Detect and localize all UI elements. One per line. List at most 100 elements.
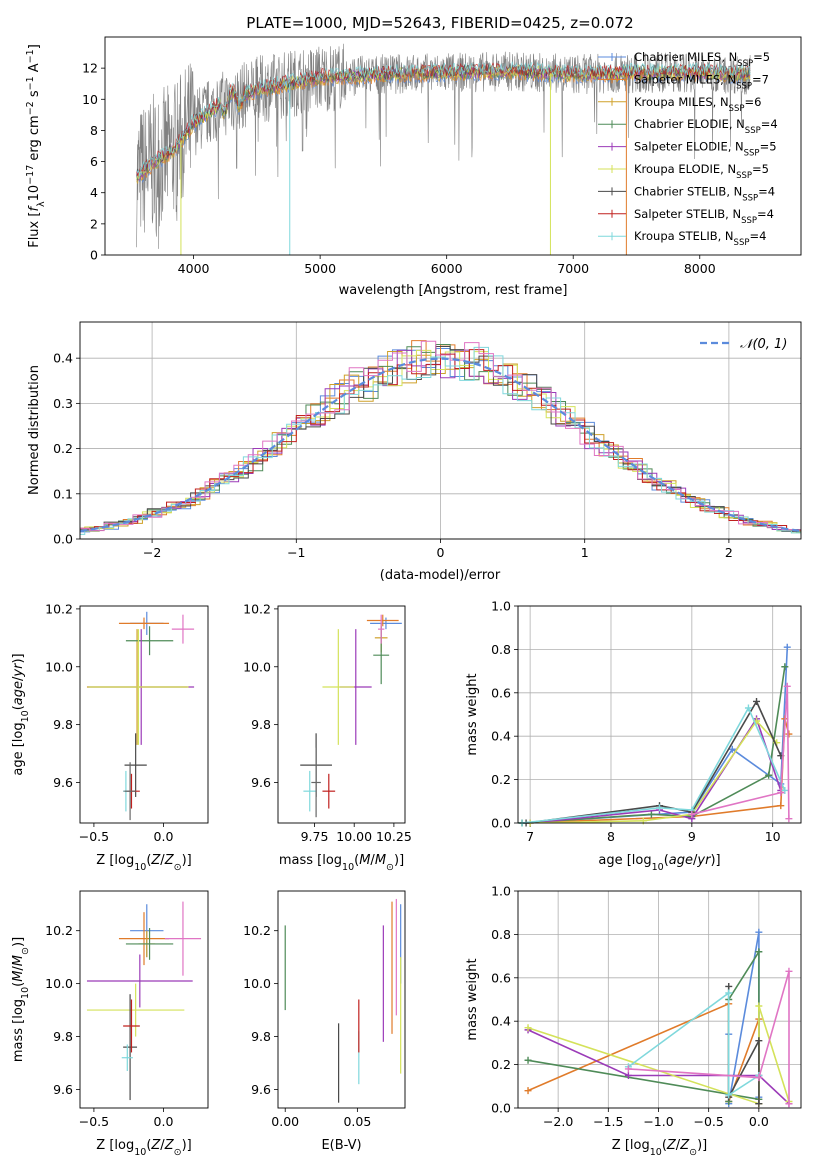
legend-label: Salpeter ELODIE, NSSP=5 [634, 140, 777, 159]
ylabel-part: A [27, 63, 42, 76]
residuals-ylabel: Normed distribution [27, 365, 42, 495]
mass-weight-marker [656, 804, 663, 812]
y-tick-label: 0.8 [491, 927, 511, 942]
mass-weight-marker [753, 697, 761, 705]
x-tick-label: −1 [287, 545, 305, 560]
mass-weight-line [527, 1029, 790, 1105]
x-tick-label: −0.5 [79, 1114, 109, 1129]
mass-weight-marker [744, 704, 752, 712]
y-tick-label: 0.6 [491, 685, 511, 700]
mass_vs_Z-ylabel: mass [log10(M/M⊙)] [11, 937, 31, 1062]
y-tick-label: 0.0 [491, 1101, 511, 1116]
y-tick-label: 9.8 [251, 717, 271, 732]
ylabel-part: λ [36, 201, 47, 207]
massweight_vs_Z-xlabel-part: ( [662, 1138, 667, 1153]
spectrum-ylabel: Flux [fλ10−17 erg cm−2 s−1 A−1] [25, 44, 47, 248]
age_vs_Z-ylabel-part: age [log [11, 722, 26, 775]
legend-label: Kroupa ELODIE, NSSP=5 [634, 162, 769, 181]
y-tick-label: 9.6 [53, 775, 73, 790]
mass-weight-line [691, 686, 790, 819]
y-tick-label: 4 [90, 185, 98, 200]
ylabel-part: −1 [25, 76, 36, 90]
axes-age_vs_mass: 9.75 10.00 10.25 9.6 9.8 10.0 10.2 mass [log10(… [243, 601, 412, 872]
legend-label-main: Salpeter ELODIE, N [634, 140, 744, 154]
y-tick-label: 10.0 [243, 976, 271, 991]
x-tick-label: 9.75 [301, 829, 329, 844]
age_vs_Z-xlabel-part: ( [146, 853, 151, 868]
mass-weight-marker [755, 928, 763, 936]
residuals-xlabel: (data-model)/error [380, 568, 501, 583]
mass_vs_Z-ylabel-part: )] [11, 937, 26, 947]
mass-weight-line [628, 971, 790, 1104]
legend-label-sub: SSP [736, 81, 752, 91]
y-tick-label: 0.4 [491, 729, 511, 744]
legend-label-main: Chabrier ELODIE, N [634, 117, 745, 131]
mass-weight-marker [765, 771, 773, 779]
mass-weight-marker [785, 730, 793, 738]
x-tick-label: 5000 [304, 261, 336, 276]
legend-label-main: Salpeter STELIB, N [634, 207, 741, 221]
legend-label-main: Kroupa ELODIE, N [634, 162, 736, 176]
massweight_vs_age-xlabel-part: yr [696, 853, 712, 868]
y-tick-label: 0.3 [53, 396, 73, 411]
age_vs_Z-xlabel-part: 10 [134, 862, 146, 873]
massweight_vs_age-xlabel-part: )] [710, 853, 720, 868]
axes-age_vs_Z: −0.5 0.09.69.810.010.2Z [log10(Z/Z⊙)]age … [11, 601, 209, 873]
mass-weight-marker [647, 810, 655, 818]
legend-label-sub: SSP [737, 59, 753, 69]
mass-weight-line [521, 666, 786, 823]
mass_vs_Z-xlabel-part: ⊙ [174, 1147, 182, 1158]
mass-weight-marker [725, 989, 733, 997]
massweight_vs_Z-xlabel-part: Z [log [612, 1138, 650, 1153]
mass_vs_Z-xlabel-part: / [160, 1138, 165, 1153]
legend-label-tail: =5 [753, 50, 770, 64]
mass_vs_Z-ylabel-part: mass [log [11, 999, 26, 1062]
age_vs_mass-xlabel-part: 10 [342, 862, 354, 873]
y-tick-label: 9.8 [53, 717, 73, 732]
age_vs_Z-xlabel-part: )] [182, 853, 192, 868]
age_vs_Z-ylabel-part: age [11, 681, 26, 705]
y-tick-label: 10.2 [45, 601, 73, 616]
legend-label-main: Chabrier MILES, N [634, 50, 737, 64]
mass_vs_Z-xlabel-part: Z [log [96, 1138, 134, 1153]
x-tick-label: −2.0 [543, 1114, 573, 1129]
massweight_vs_age-ylabel: mass weight [465, 673, 480, 755]
residual-histogram [80, 349, 801, 535]
mass-weight-marker [624, 1071, 632, 1079]
y-tick-label: 1.0 [491, 599, 511, 614]
mass_vs_Z-ylabel-part: ( [11, 982, 26, 987]
massweight_vs_age-xlabel-part: ( [664, 853, 669, 868]
y-tick-label: 10.0 [45, 976, 73, 991]
massweight_vs_Z-xlabel-part: / [676, 1138, 681, 1153]
x-tick-label: 6000 [431, 261, 463, 276]
age_vs_Z-ylabel-part: / [11, 676, 26, 681]
mass-weight-marker [781, 786, 789, 794]
y-tick-label: 10.2 [45, 923, 73, 938]
mass-weight-marker [785, 967, 793, 975]
x-tick-label: 8 [607, 829, 615, 844]
legend-label-sub: SSP [745, 126, 761, 136]
age_vs_mass-xlabel-part: )] [394, 853, 404, 868]
ylabel-part: erg cm [27, 115, 42, 164]
axes-frame [517, 605, 802, 824]
x-tick-label: −0.5 [693, 1114, 723, 1129]
mass_vs_Z-xlabel-part: 10 [134, 1147, 146, 1158]
legend-label-sub: SSP [729, 104, 745, 114]
mass-weight-line [521, 718, 790, 823]
axes-massweight_vs_Z: −2.0 −1.5 −1.0 −0.5 0.0 0.0 0.2 0.4 0.6 0.8 1.0 Z [… [465, 884, 802, 1158]
massweight_vs_age-xlabel-part: / [693, 853, 698, 868]
legend-label-tail: =5 [760, 140, 777, 154]
legend-label-sub: SSP [742, 193, 758, 203]
axes-frame [277, 890, 406, 1109]
legend-label-main: Kroupa MILES, N [634, 95, 729, 109]
axes-frame [104, 36, 802, 256]
mass_vs_Z-xlabel-part: )] [182, 1138, 192, 1153]
model-spectrum [136, 62, 751, 177]
age_vs_Z-xlabel-part: Z [150, 853, 161, 868]
y-tick-label: 9.6 [53, 1082, 73, 1097]
mass-weight-marker [524, 1056, 532, 1064]
axes-frame [79, 321, 802, 540]
mass_vs_Z-xlabel-part: Z [150, 1138, 161, 1153]
y-tick-label: 10.0 [45, 659, 73, 674]
age_vs_Z-ylabel-part: 10 [20, 710, 31, 722]
